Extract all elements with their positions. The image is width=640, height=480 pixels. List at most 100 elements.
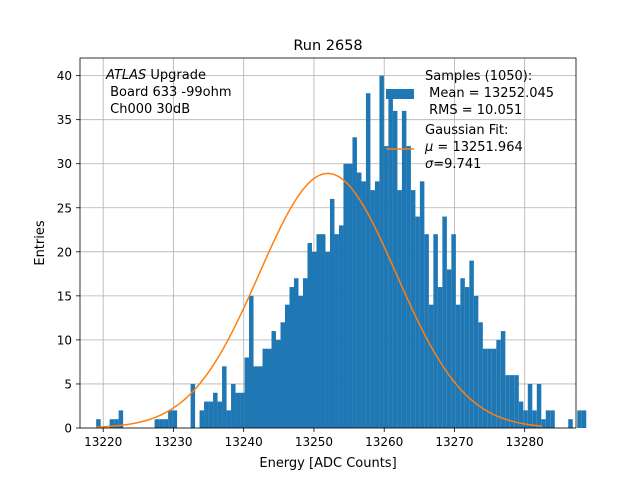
histogram-bar [532,410,537,428]
x-axis-ticks: 13220 13230 13240 13250 13260 13270 13280 [84,428,544,449]
chart-title: Run 2658 [293,38,362,54]
legend-fit-sigma: σ=9.741 [425,157,481,172]
histogram-bar [469,260,474,428]
histogram-bars [96,75,587,429]
histogram-bar [253,366,259,428]
histogram-bar [343,163,348,428]
histogram-bar [204,401,209,428]
annotation-upgrade: Upgrade [146,68,206,83]
histogram-bar [334,234,339,428]
histogram-bar [109,419,115,428]
histogram-bar [446,269,452,428]
histogram-bar [491,348,497,428]
histogram-bar [527,383,533,428]
histogram-bar [325,251,330,428]
histogram-bar [415,216,420,428]
histogram-bar [329,198,335,428]
histogram-bar [118,410,124,428]
y-tick-label: 35 [57,113,72,127]
y-axis-label: Entries [33,220,48,266]
x-axis-label: Energy [ADC Counts] [259,456,396,471]
histogram-bar [545,410,551,428]
histogram-bar [307,243,312,428]
histogram-bar [352,137,357,429]
histogram-bar [338,225,344,428]
histogram-bar [581,410,587,428]
histogram-bar [455,304,461,428]
histogram-bar [424,234,429,428]
histogram-bar [370,190,375,428]
legend: Samples (1050): Mean = 13252.045 RMS = 1… [386,69,554,172]
x-tick-label: 13230 [154,435,192,449]
histogram-bar [460,278,465,428]
x-tick-label: 13250 [295,435,333,449]
histogram-bar [419,181,425,428]
histogram-bar [523,410,528,428]
x-tick-label: 13220 [84,435,122,449]
histogram-bar [213,392,218,428]
histogram-bar [437,287,443,428]
histogram-bar [285,304,290,428]
histogram-bar [276,339,281,428]
x-tick-label: 13240 [225,435,263,449]
y-tick-label: 0 [64,422,72,436]
y-tick-label: 30 [57,157,72,171]
histogram-bar [159,419,164,428]
histogram-bar [374,181,380,428]
histogram-bar [316,234,321,428]
histogram-bar [442,216,447,428]
histogram-bar [464,287,470,428]
histogram-bar [258,366,263,428]
legend-histogram-mean: Mean = 13252.045 [425,86,554,101]
histogram-bar [96,419,101,428]
histogram-bar [311,251,317,428]
gaussian-fit-curve [96,172,543,428]
histogram-bar [514,375,519,428]
histogram-bar [496,339,501,428]
histogram-bar [397,190,402,428]
histogram-bar [267,348,272,428]
histogram-bar [428,304,434,428]
histogram-bar [168,410,173,428]
histogram-bar [410,190,416,428]
histogram-bar [379,75,384,428]
histogram-bar [172,410,178,428]
histogram-bar [235,392,241,428]
histogram-bar [199,410,205,428]
histogram-bar [500,331,506,428]
histogram-bar [293,278,299,428]
y-tick-label: 10 [57,333,72,347]
legend-histogram-name: Samples (1050): [425,69,532,84]
histogram-bar [240,392,245,428]
x-tick-label: 13260 [365,435,403,449]
histogram-bar [509,375,515,428]
histogram-bar [487,348,492,428]
histogram-bar [505,375,510,428]
histogram-bar [154,419,160,428]
histogram-bar [190,383,196,428]
histogram-bar [356,172,362,428]
x-tick-label: 13270 [435,435,473,449]
histogram-bar [208,401,214,428]
histogram-bar [473,295,479,428]
y-tick-label: 15 [57,289,72,303]
histogram-bar [249,295,254,428]
histogram-bar [271,331,277,428]
histogram-bar [114,419,119,428]
y-tick-label: 5 [64,377,72,391]
histogram-bar [482,348,488,428]
histogram-bar [568,419,573,428]
histogram-bar [320,234,326,428]
histogram-bar [365,93,371,428]
y-tick-label: 40 [57,69,72,83]
histogram-bar [302,278,308,428]
legend-fit-name: Gaussian Fit: [425,123,508,138]
legend-histogram-swatch [386,89,414,99]
atlas-annotation: ATLAS Upgrade Board 633 -99ohm Ch000 30d… [105,68,232,117]
histogram-bar [226,410,232,428]
plot-frame [79,57,577,429]
histogram-bar [280,322,286,428]
histogram-bar [401,110,407,428]
histogram-bar [451,234,456,428]
